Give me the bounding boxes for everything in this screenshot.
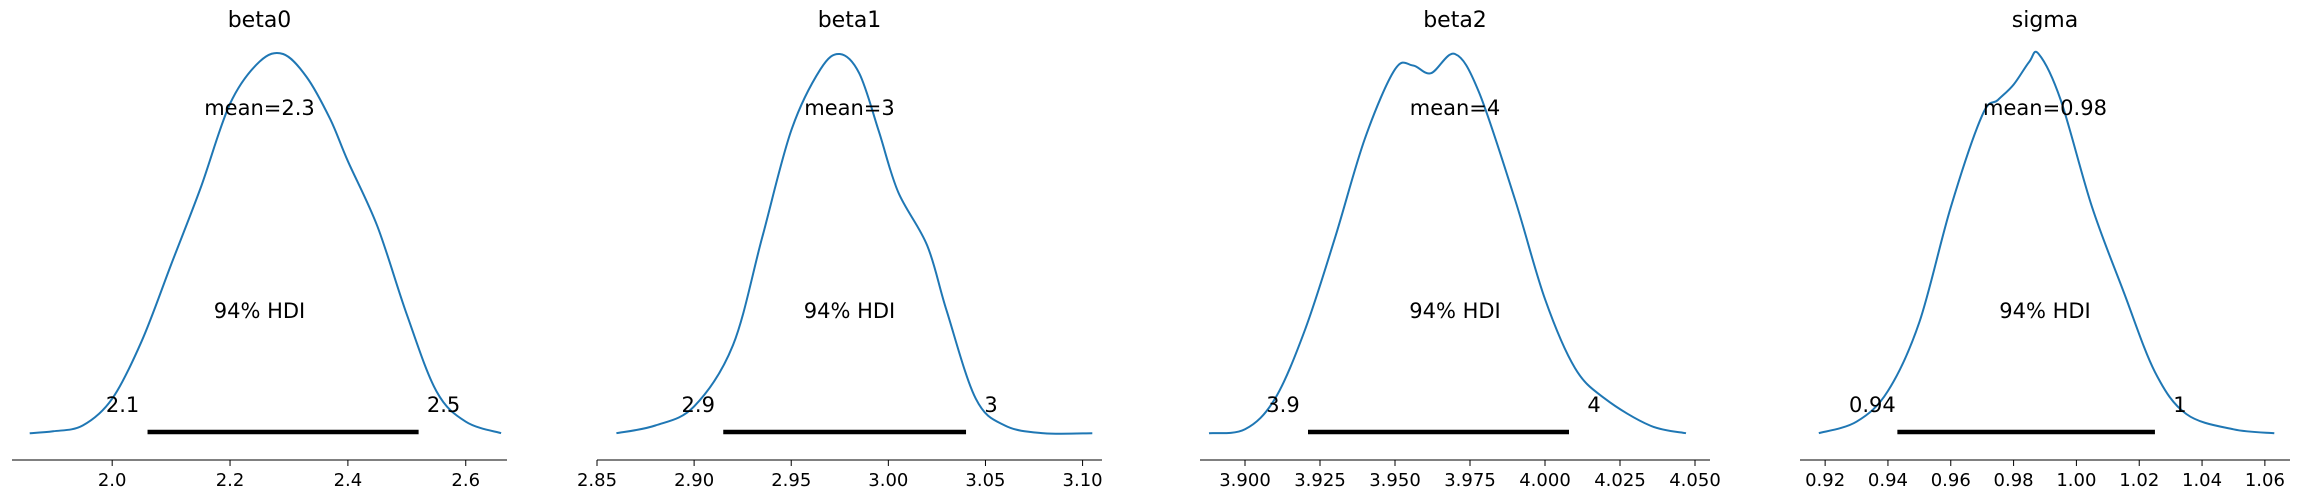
plot-sigma-x-tick-label: 1.06	[2245, 470, 2285, 491]
plot-beta0-x-tick-label: 2.2	[216, 470, 245, 491]
plot-beta1-x-tick-label: 3.00	[868, 470, 908, 491]
plot-sigma-density-line	[1818, 50, 2275, 435]
plot-beta0-mean-label: mean=2.3	[204, 96, 315, 120]
plot-beta1-x-tick-label: 3.05	[965, 470, 1005, 491]
plot-beta0-density-line	[29, 51, 502, 435]
plot-sigma-x-tick-label: 1.00	[2056, 470, 2096, 491]
plot-beta2-x-tick-label: 3.950	[1369, 470, 1421, 491]
plot-sigma-x-tick-label: 1.04	[2182, 470, 2222, 491]
plot-beta1-hdi-label: 94% HDI	[804, 299, 896, 323]
plot-beta2-hdi-label: 94% HDI	[1409, 299, 1501, 323]
plot-beta1-mean-label: mean=3	[804, 96, 895, 120]
plot-beta0-title: beta0	[228, 8, 292, 33]
plot-beta2-density-line	[1208, 52, 1687, 435]
plot-beta1-hdi-high-label: 3	[984, 393, 997, 417]
plot-beta2-x-tick-label: 3.975	[1444, 470, 1496, 491]
plot-sigma-title: sigma	[2012, 8, 2078, 33]
plot-beta1-density-line	[616, 52, 1093, 435]
plot-sigma-hdi-low-label: 0.94	[1849, 393, 1896, 417]
plot-beta0-hdi-label: 94% HDI	[214, 299, 306, 323]
plot-beta0-x-tick-label: 2.6	[451, 470, 480, 491]
plot-beta2-x-tick-label: 4.025	[1594, 470, 1646, 491]
plot-beta1-x-tick-label: 2.85	[577, 470, 617, 491]
plot-sigma-x-tick-label: 0.94	[1868, 470, 1908, 491]
plot-beta1-x-tick-label: 2.95	[771, 470, 811, 491]
plot-sigma-x-tick-label: 1.02	[2119, 470, 2159, 491]
plot-beta0-hdi-low-label: 2.1	[106, 393, 139, 417]
plot-sigma-x-tick-label: 0.92	[1805, 470, 1845, 491]
plot-beta1-title: beta1	[818, 8, 882, 33]
plot-sigma-mean-label: mean=0.98	[1983, 96, 2107, 120]
plot-sigma-x-tick-label: 0.96	[1931, 470, 1971, 491]
plot-beta2-hdi-high-label: 4	[1587, 393, 1600, 417]
plot-beta2-x-tick-label: 3.900	[1219, 470, 1271, 491]
plot-beta1-x-tick-label: 2.90	[674, 470, 714, 491]
plot-sigma-hdi-high-label: 1	[2173, 393, 2186, 417]
plot-sigma-x-tick-label: 0.98	[1994, 470, 2034, 491]
plot-beta0-x-tick-label: 2.0	[98, 470, 127, 491]
plot-beta2-hdi-low-label: 3.9	[1266, 393, 1299, 417]
plot-sigma-hdi-label: 94% HDI	[1999, 299, 2091, 323]
plot-beta0-x-tick-label: 2.4	[334, 470, 363, 491]
plot-beta0-hdi-high-label: 2.5	[427, 393, 460, 417]
plot-beta1-x-tick-label: 3.10	[1063, 470, 1103, 491]
plot-beta2-x-tick-label: 4.000	[1519, 470, 1571, 491]
plot-beta2-mean-label: mean=4	[1410, 96, 1501, 120]
plot-beta2-title: beta2	[1423, 8, 1487, 33]
plot-beta2-x-tick-label: 3.925	[1294, 470, 1346, 491]
plot-beta1-hdi-low-label: 2.9	[682, 393, 715, 417]
plot-beta2-x-tick-label: 4.050	[1669, 470, 1721, 491]
